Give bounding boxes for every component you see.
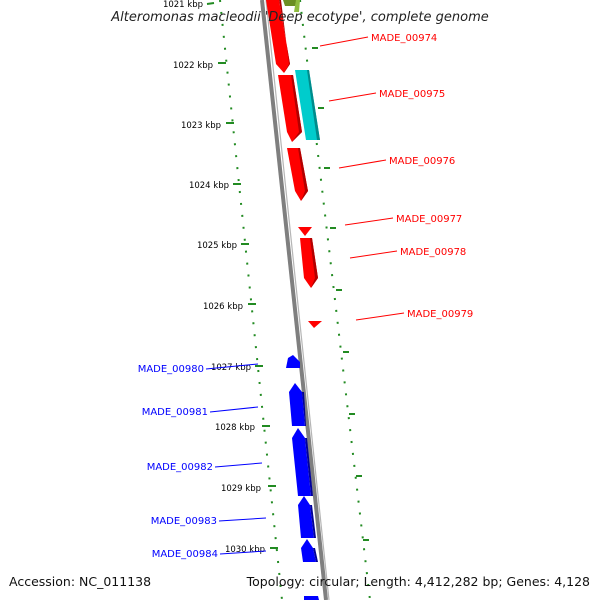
reverse-gene-labels: MADE_00980 MADE_00981 MADE_00982 MADE_00…	[138, 363, 267, 560]
ruler-label: 1024 kbp	[189, 181, 229, 191]
gene-made-00976-arrow	[287, 148, 308, 201]
inner-ruler-labels: 1021 kbp 1022 kbp 1023 kbp 1024 kbp 1025…	[163, 0, 278, 555]
outer-ruler-ticks	[312, 47, 369, 541]
gene-label-made-00976: MADE_00976	[389, 156, 455, 167]
ruler-label: 1027 kbp	[211, 363, 251, 373]
gene-next-arrow	[304, 596, 319, 600]
genome-title: Alteromonas macleodii 'Deep ecotype', co…	[111, 10, 489, 25]
gene-made-00984-arrow	[301, 539, 318, 562]
gene-label-made-00974: MADE_00974	[371, 33, 437, 44]
gene-label-made-00980: MADE_00980	[138, 364, 204, 375]
gene-label-made-00981: MADE_00981	[142, 407, 208, 418]
gene-olive	[283, 0, 298, 6]
ruler-label: 1023 kbp	[181, 121, 221, 131]
ruler-label: 1030 kbp	[225, 545, 265, 555]
gene-made-00974-arrow	[266, 0, 290, 73]
gene-label-made-00978: MADE_00978	[400, 247, 466, 258]
gene-made-00980-arrow	[286, 355, 300, 368]
ruler-label: 1022 kbp	[173, 61, 213, 71]
forward-gene-labels: MADE_00974 MADE_00975 MADE_00976 MADE_00…	[319, 33, 473, 321]
ruler-label: 1029 kbp	[221, 484, 261, 494]
gene-label-made-00979: MADE_00979	[407, 309, 473, 320]
ruler-label: 1021 kbp	[163, 0, 203, 10]
gene-label-made-00977: MADE_00977	[396, 214, 462, 225]
inner-ruler-track	[219, 0, 283, 600]
gene-made-00977-arrow	[298, 227, 312, 236]
gene-made-00978-arrow	[300, 238, 318, 288]
gene-label-made-00975: MADE_00975	[379, 89, 445, 100]
gene-made-00983-arrow	[298, 496, 316, 538]
gene-made-00981-arrow	[289, 383, 306, 426]
accession-label: Accession: NC_011138	[9, 574, 152, 589]
gene-made-00975-arrow	[278, 75, 302, 142]
ruler-label: 1025 kbp	[197, 241, 237, 251]
gene-made-00982-arrow	[292, 428, 313, 496]
gene-made-00975-highlight	[295, 70, 320, 140]
gene-made-00979-arrow	[308, 321, 322, 328]
genome-backbone	[260, 0, 328, 600]
gene-label-made-00983: MADE_00983	[151, 516, 217, 527]
gene-label-made-00984: MADE_00984	[152, 549, 218, 560]
ruler-label: 1026 kbp	[203, 302, 243, 312]
genome-summary: Topology: circular; Length: 4,412,282 bp…	[246, 574, 590, 589]
ruler-label: 1028 kbp	[215, 423, 255, 433]
gene-label-made-00982: MADE_00982	[147, 462, 213, 473]
